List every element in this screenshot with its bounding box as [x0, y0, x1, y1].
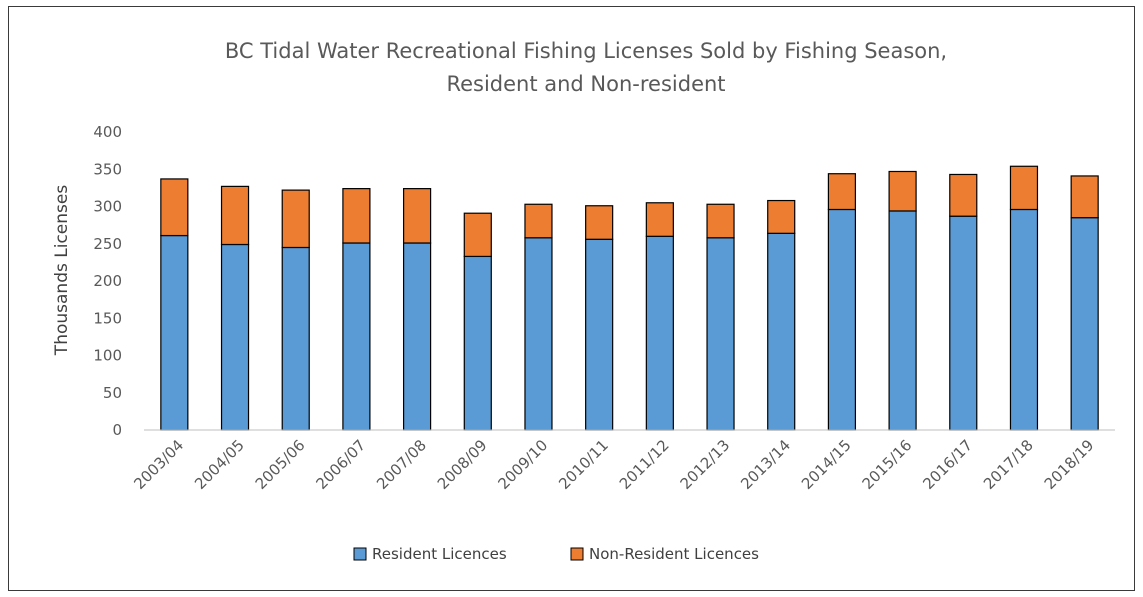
bar-resident [160, 234, 189, 431]
y-tick-label: 400 [93, 123, 122, 141]
x-tick-label: 2012/13 [677, 436, 734, 493]
bar-non-resident [585, 205, 614, 240]
bar-resident [524, 237, 553, 431]
bar-resident [645, 235, 674, 431]
y-tick-label: 250 [93, 235, 122, 253]
y-tick-label: 200 [93, 272, 122, 290]
bar-resident [827, 208, 857, 431]
x-tick-label: 2017/18 [980, 436, 1037, 493]
bar-resident [342, 242, 371, 431]
bar-non-resident [1070, 175, 1099, 219]
x-tick-label: 2015/16 [859, 436, 916, 493]
bar-non-resident [524, 203, 553, 239]
x-axis-ticks: 2003/04 2004/05 2005/06 2006/07 2007/08 2008/… [130, 436, 1097, 493]
x-tick-label: 2004/05 [191, 436, 248, 493]
bar-resident [949, 215, 978, 431]
bar-non-resident [402, 188, 432, 244]
x-tick-label: 2018/19 [1041, 436, 1098, 493]
legend-label-resident: Resident Licences [372, 545, 507, 563]
y-tick-label: 50 [103, 384, 122, 402]
y-tick-label: 150 [93, 309, 122, 327]
bar-non-resident [220, 185, 250, 246]
x-tick-label: 2013/14 [737, 436, 794, 493]
y-axis-title: Thousands Licenses [52, 185, 72, 357]
x-tick-label: 2011/12 [616, 436, 673, 493]
legend-swatch-resident [353, 547, 367, 561]
bar-resident [1070, 217, 1099, 431]
x-tick-label: 2008/09 [434, 436, 491, 493]
x-tick-label: 2003/04 [130, 436, 187, 493]
bar-non-resident [645, 202, 674, 237]
legend-label-non-resident: Non-Resident Licences [589, 545, 759, 563]
chart-subtitle: Resident and Non-resident [446, 72, 725, 96]
bar-non-resident [463, 212, 492, 258]
bar-group [160, 165, 1099, 431]
bar-non-resident [1009, 165, 1039, 211]
bar-non-resident [281, 189, 310, 249]
bar-non-resident [767, 199, 796, 234]
bar-resident [220, 243, 250, 431]
bar-resident [888, 210, 917, 431]
y-tick-label: 0 [112, 421, 122, 439]
x-tick-label: 2006/07 [312, 436, 369, 493]
y-tick-label: 100 [93, 347, 122, 365]
y-axis-ticks: 0 50 100 150 200 250 300 350 400 [93, 123, 122, 439]
y-tick-label: 350 [93, 160, 122, 178]
bar-resident [1009, 208, 1039, 431]
stacked-bar-chart: BC Tidal Water Recreational Fishing Lice… [52, 39, 1115, 563]
bar-resident [463, 255, 492, 431]
x-tick-label: 2014/15 [798, 436, 855, 493]
bar-resident [402, 242, 432, 431]
bar-non-resident [706, 203, 735, 239]
chart-frame: BC Tidal Water Recreational Fishing Lice… [8, 6, 1135, 591]
bar-non-resident [342, 188, 371, 244]
x-tick-label: 2010/11 [555, 436, 612, 493]
bar-non-resident [827, 173, 857, 211]
bar-resident [585, 238, 614, 431]
legend: Resident Licences Non-Resident Licences [353, 545, 759, 563]
bar-non-resident [160, 178, 189, 237]
chart-title: BC Tidal Water Recreational Fishing Lice… [225, 39, 947, 63]
y-tick-label: 300 [93, 198, 122, 216]
x-tick-label: 2016/17 [919, 436, 976, 493]
x-tick-label: 2009/10 [494, 436, 551, 493]
legend-swatch-non-resident [570, 547, 584, 561]
x-tick-label: 2007/08 [373, 436, 430, 493]
bar-resident [281, 246, 310, 431]
x-tick-label: 2005/06 [252, 436, 309, 493]
bar-resident [767, 232, 796, 431]
bar-non-resident [888, 170, 917, 212]
bar-resident [706, 237, 735, 431]
bar-non-resident [949, 173, 978, 217]
